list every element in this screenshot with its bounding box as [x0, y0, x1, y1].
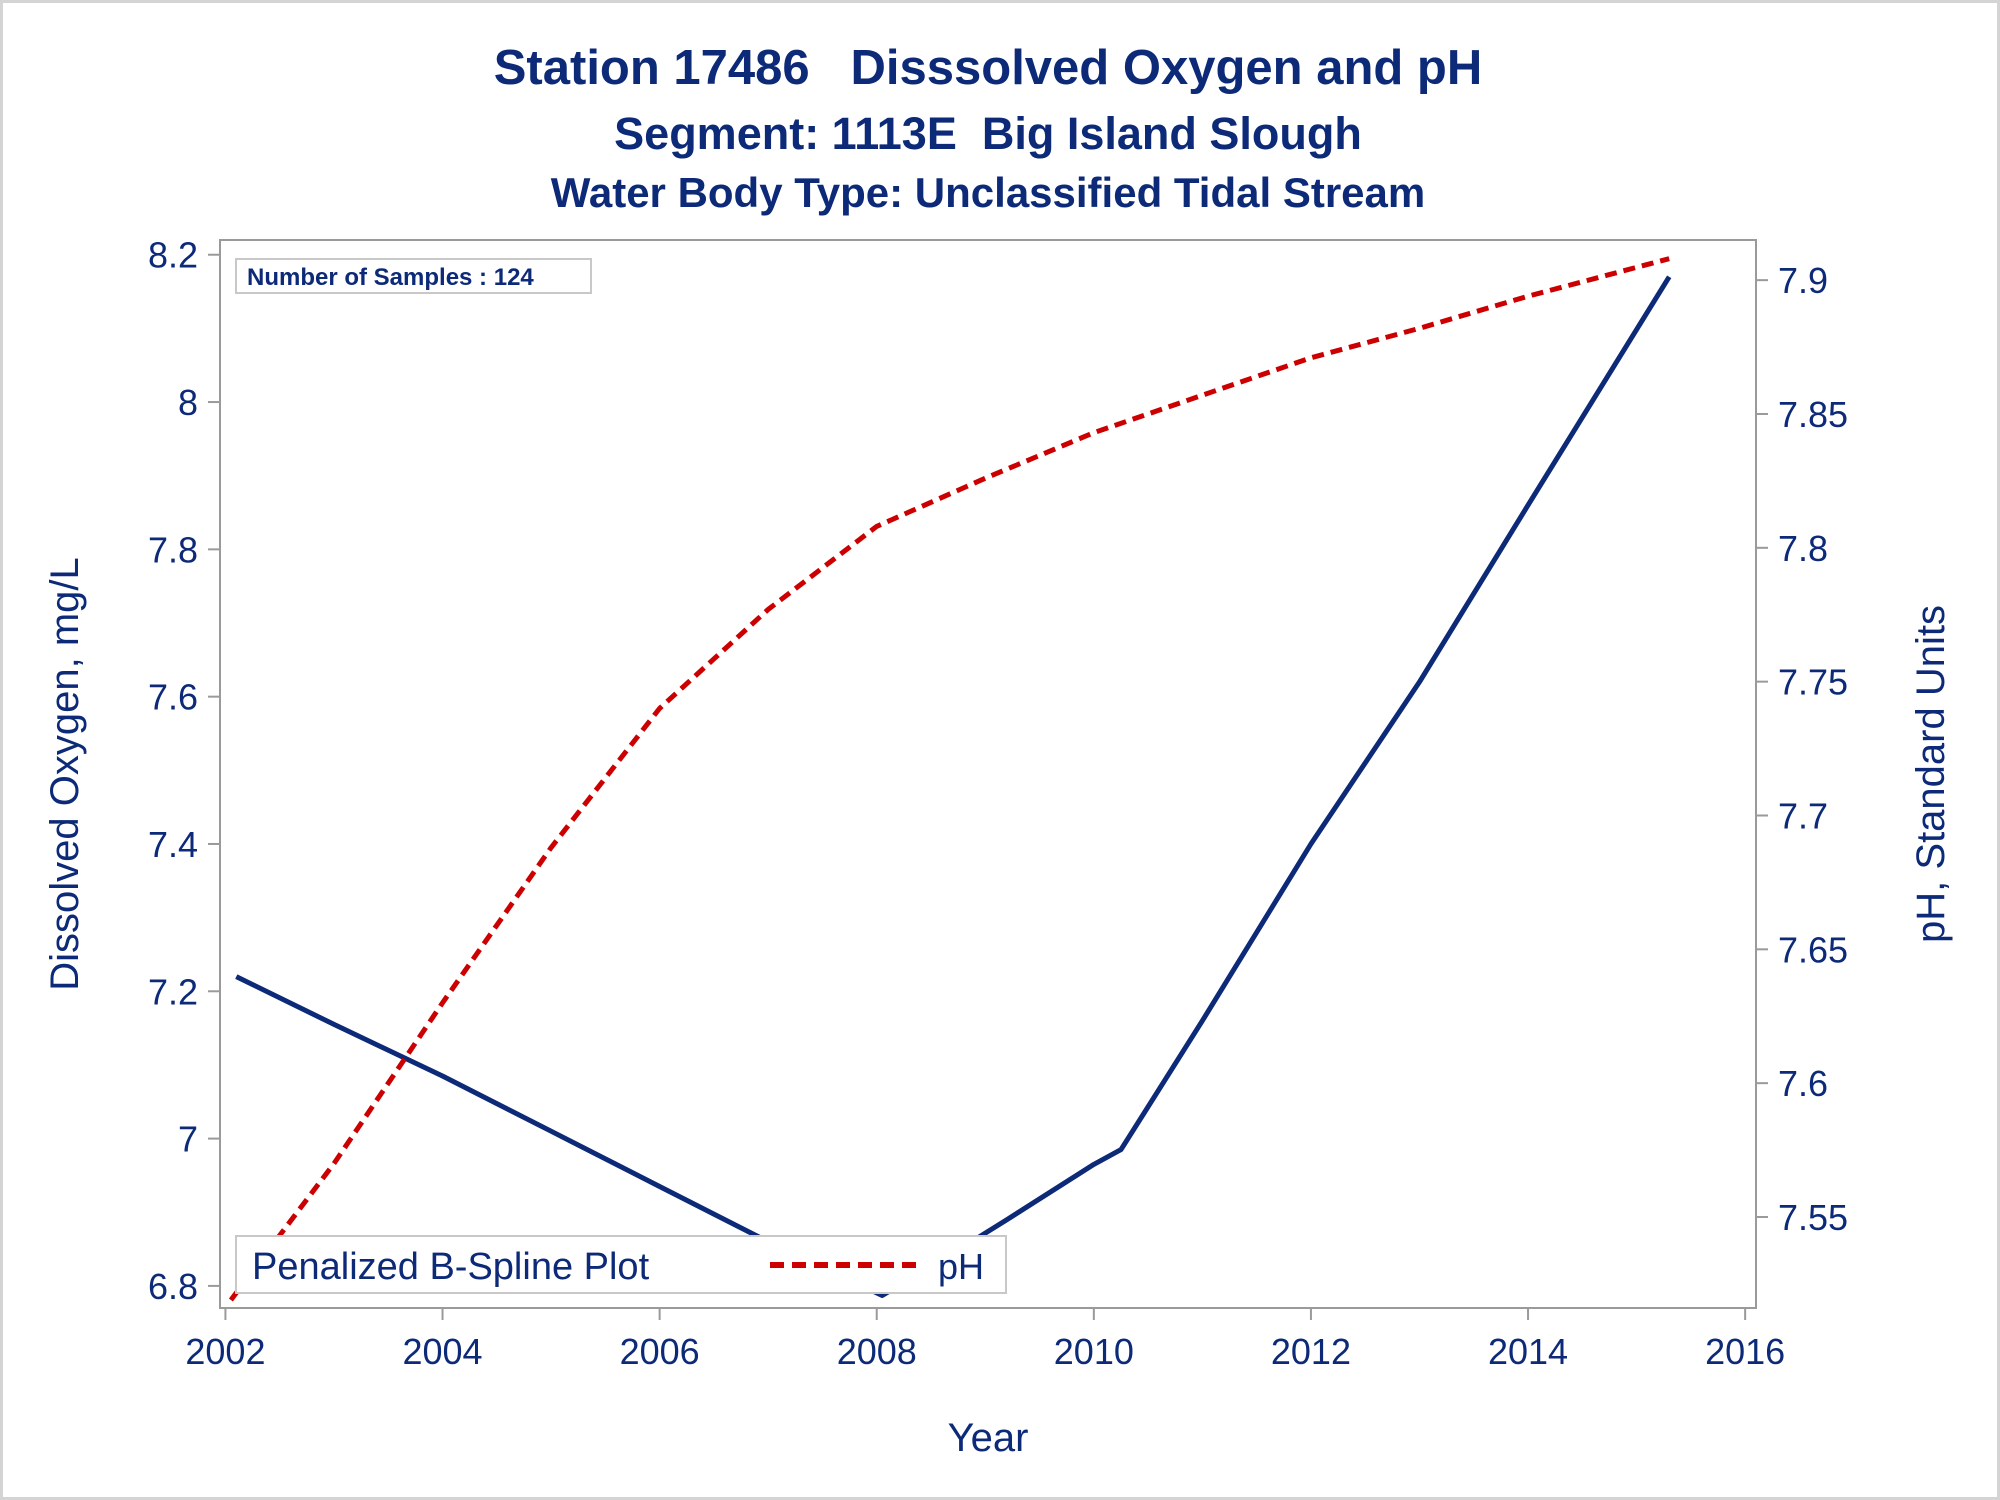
y-right-tick-label: 7.7 — [1778, 795, 1828, 836]
y-right-tick-label: 7.55 — [1778, 1197, 1848, 1238]
y-axis-left-label: Dissolved Oxygen, mg/L — [43, 557, 87, 991]
x-axis: 2002 2004 2006 2008 2010 2012 2014 2016 — [185, 1308, 1785, 1372]
legend-frame — [235, 1235, 1007, 1294]
y-left-tick-label: 6.8 — [148, 1266, 198, 1307]
y-right-tick-label: 7.6 — [1778, 1063, 1828, 1104]
y-axis-right: 7.55 7.6 7.65 7.7 7.75 7.8 7.85 7.9 — [1756, 260, 1848, 1238]
x-tick-label: 2008 — [837, 1331, 917, 1372]
y-left-tick-label: 7.2 — [148, 971, 198, 1012]
sample-count-label: Number of Samples : 124 — [247, 264, 534, 291]
legend-label-ph: pH — [938, 1246, 984, 1287]
legend-title: Penalized B-Spline Plot — [252, 1246, 650, 1288]
plot-area — [219, 239, 1757, 1309]
y-left-tick-label: 8 — [178, 382, 198, 423]
x-tick-label: 2012 — [1271, 1331, 1351, 1372]
chart-subtitle-2: Water Body Type: Unclassified Tidal Stre… — [551, 169, 1425, 216]
ph-series-line — [228, 256, 1670, 1302]
x-tick-label: 2016 — [1705, 1331, 1785, 1372]
y-left-tick-label: 7 — [178, 1119, 198, 1160]
sample-count-box: Number of Samples : 124 — [235, 258, 592, 294]
y-right-tick-label: 7.8 — [1778, 528, 1828, 569]
x-tick-label: 2010 — [1054, 1331, 1134, 1372]
x-tick-label: 2004 — [402, 1331, 482, 1372]
y-left-tick-label: 7.8 — [148, 529, 198, 570]
sample-count-frame — [235, 258, 592, 294]
y-right-tick-label: 7.75 — [1778, 662, 1848, 703]
y-axis-left: 6.8 7 7.2 7.4 7.6 7.8 8 8.2 — [148, 235, 220, 1307]
y-right-tick-label: 7.65 — [1778, 929, 1848, 970]
x-tick-label: 2002 — [185, 1331, 265, 1372]
chart-title: Station 17486 Disssolved Oxygen and pH — [494, 41, 1483, 95]
y-right-tick-label: 7.85 — [1778, 394, 1848, 435]
legend: Penalized B-Spline Plot pH — [235, 1235, 1007, 1294]
x-tick-label: 2006 — [620, 1331, 700, 1372]
y-axis-right-label: pH, Standard Units — [1909, 605, 1953, 943]
y-left-tick-label: 7.4 — [148, 824, 198, 865]
chart-subtitle: Segment: 1113E Big Island Slough — [614, 108, 1362, 159]
x-tick-label: 2014 — [1488, 1331, 1568, 1372]
y-left-tick-label: 8.2 — [148, 235, 198, 276]
y-right-tick-label: 7.9 — [1778, 260, 1828, 301]
y-left-tick-label: 7.6 — [148, 677, 198, 718]
x-axis-label: Year — [948, 1416, 1029, 1460]
